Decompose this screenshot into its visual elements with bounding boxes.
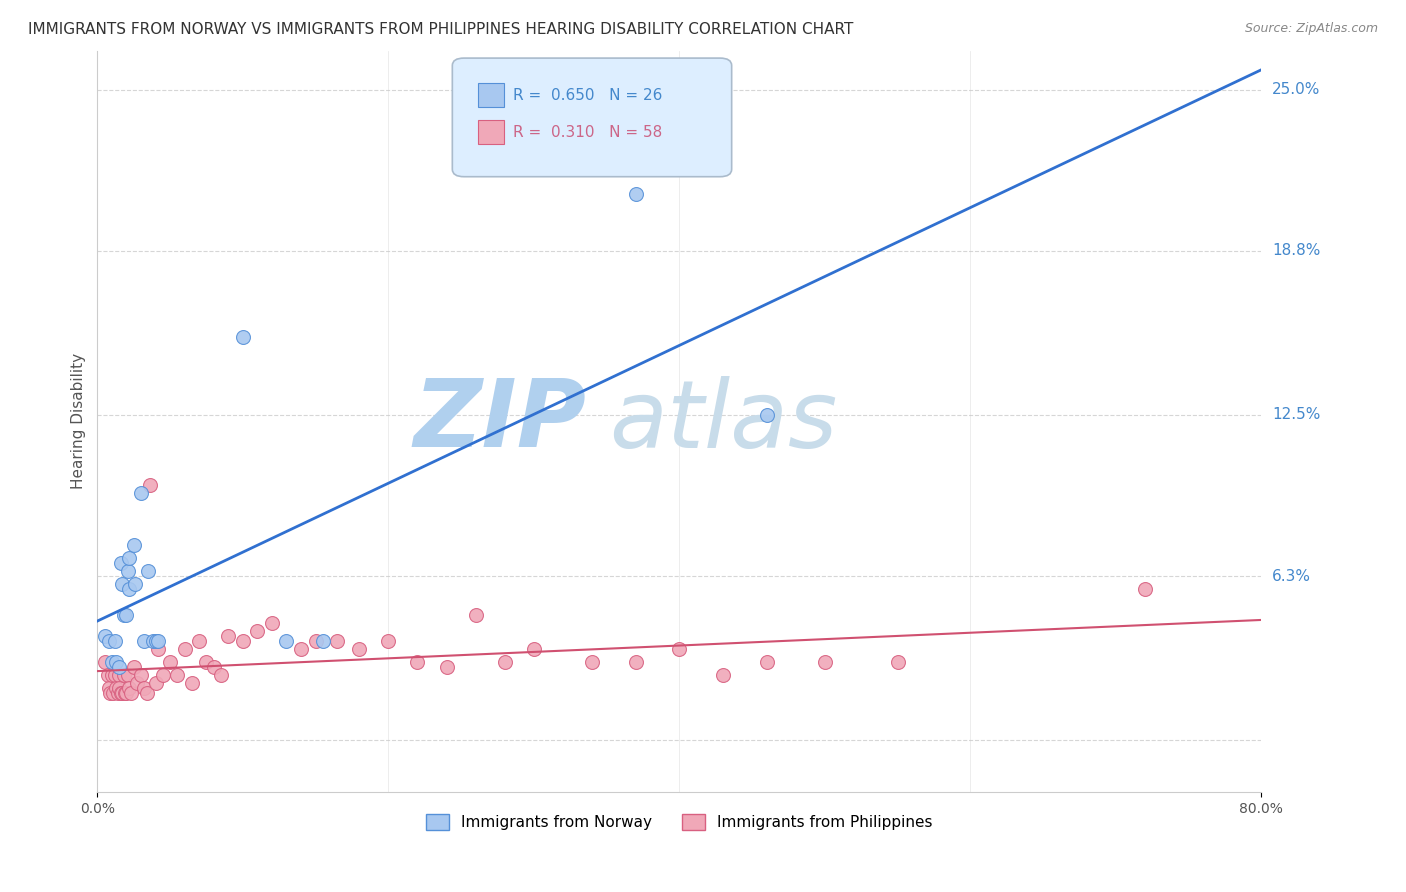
Point	[755, 655, 778, 669]
FancyBboxPatch shape	[453, 58, 731, 177]
Point	[135, 686, 157, 700]
Text: 25.0%: 25.0%	[1272, 82, 1320, 97]
Text: 18.8%: 18.8%	[1272, 244, 1320, 259]
Point	[814, 655, 837, 669]
Point	[209, 668, 232, 682]
Point	[581, 655, 603, 669]
Text: Source: ZipAtlas.com: Source: ZipAtlas.com	[1244, 22, 1378, 36]
Point	[148, 634, 170, 648]
Point	[159, 655, 181, 669]
Point	[108, 668, 131, 682]
Point	[436, 660, 458, 674]
Point	[276, 634, 298, 648]
Point	[195, 655, 218, 669]
Point	[105, 655, 128, 669]
Point	[464, 608, 486, 623]
Point	[98, 634, 121, 648]
Point	[494, 655, 516, 669]
Point	[110, 686, 132, 700]
Point	[246, 624, 269, 638]
Point	[125, 675, 148, 690]
Point	[108, 681, 131, 695]
Point	[173, 641, 195, 656]
Point	[129, 486, 152, 500]
Point	[326, 634, 349, 648]
Point	[117, 668, 139, 682]
Point	[93, 655, 115, 669]
Point	[624, 655, 647, 669]
Point	[711, 668, 734, 682]
Point	[377, 634, 399, 648]
Point	[103, 686, 125, 700]
Point	[217, 629, 239, 643]
Point	[104, 668, 127, 682]
Point	[96, 668, 118, 682]
Point	[180, 675, 202, 690]
Point	[105, 681, 128, 695]
Text: 6.3%: 6.3%	[1272, 568, 1312, 583]
Point	[93, 629, 115, 643]
Point	[124, 577, 146, 591]
Point	[104, 634, 127, 648]
Point	[132, 634, 155, 648]
Point	[232, 330, 254, 344]
Point	[112, 668, 135, 682]
Point	[142, 634, 165, 648]
Text: R =  0.310   N = 58: R = 0.310 N = 58	[513, 125, 662, 140]
Point	[107, 686, 129, 700]
Point	[347, 641, 370, 656]
Point	[136, 564, 159, 578]
Point	[304, 634, 326, 648]
Text: R =  0.650   N = 26: R = 0.650 N = 26	[513, 87, 662, 103]
Point	[188, 634, 211, 648]
Point	[111, 686, 134, 700]
Point	[98, 681, 121, 695]
Bar	[478, 83, 503, 107]
Point	[115, 686, 138, 700]
Point	[118, 550, 141, 565]
Point	[118, 582, 141, 596]
Point	[101, 655, 124, 669]
Point	[117, 564, 139, 578]
Text: IMMIGRANTS FROM NORWAY VS IMMIGRANTS FROM PHILIPPINES HEARING DISABILITY CORRELA: IMMIGRANTS FROM NORWAY VS IMMIGRANTS FRO…	[28, 22, 853, 37]
Point	[115, 608, 138, 623]
Point	[138, 478, 160, 492]
Point	[122, 538, 145, 552]
Point	[148, 641, 170, 656]
Point	[145, 675, 167, 690]
Y-axis label: Hearing Disability: Hearing Disability	[72, 353, 86, 490]
Point	[312, 634, 335, 648]
Point	[406, 655, 429, 669]
Point	[152, 668, 174, 682]
Point	[101, 668, 124, 682]
Point	[755, 408, 778, 422]
Point	[118, 681, 141, 695]
Point	[114, 686, 136, 700]
Point	[1133, 582, 1156, 596]
Point	[145, 634, 167, 648]
Point	[290, 641, 312, 656]
Point	[100, 686, 122, 700]
Point	[122, 660, 145, 674]
Point	[120, 686, 142, 700]
Legend: Immigrants from Norway, Immigrants from Philippines: Immigrants from Norway, Immigrants from …	[419, 808, 939, 836]
Point	[232, 634, 254, 648]
Point	[668, 641, 690, 656]
Point	[523, 641, 546, 656]
Point	[202, 660, 225, 674]
Text: atlas: atlas	[609, 376, 838, 467]
Point	[132, 681, 155, 695]
Text: 12.5%: 12.5%	[1272, 408, 1320, 422]
Point	[624, 186, 647, 201]
Point	[111, 577, 134, 591]
Point	[112, 608, 135, 623]
Bar	[478, 120, 503, 145]
Text: ZIP: ZIP	[413, 376, 586, 467]
Point	[260, 615, 283, 630]
Point	[886, 655, 908, 669]
Point	[129, 668, 152, 682]
Point	[166, 668, 188, 682]
Point	[110, 556, 132, 570]
Point	[108, 660, 131, 674]
